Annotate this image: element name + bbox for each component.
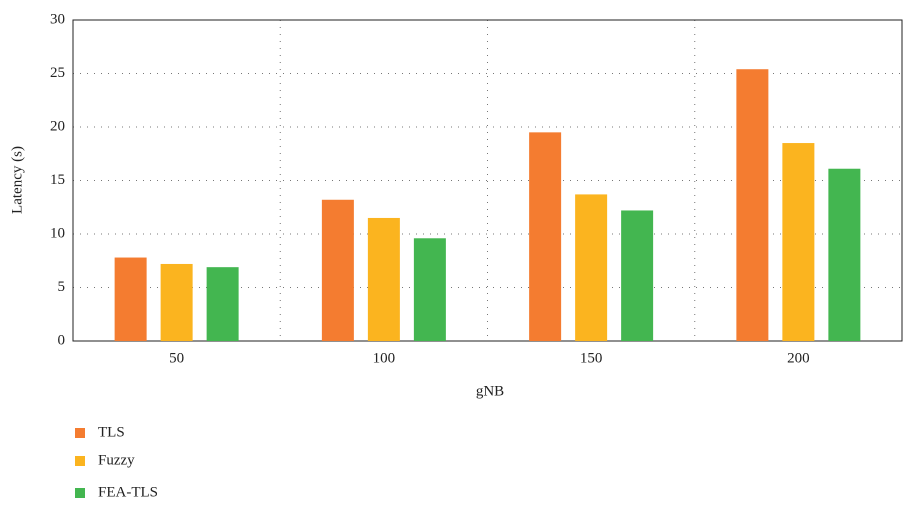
x-tick-label: 150 [580, 350, 603, 366]
bar [160, 263, 193, 341]
bar [621, 210, 654, 341]
y-tick-label: 30 [50, 11, 65, 27]
y-tick-label: 15 [50, 172, 65, 188]
bar [736, 69, 769, 341]
x-axis-label: gNB [476, 383, 504, 399]
x-tick-label: 200 [787, 350, 810, 366]
x-tick-label: 50 [169, 350, 184, 366]
plot-frame [72, 19, 903, 342]
bar [782, 143, 815, 341]
y-tick-label: 10 [50, 225, 65, 241]
legend-swatch [75, 488, 85, 498]
legend-label: Fuzzy [98, 452, 135, 468]
bar [367, 217, 400, 341]
x-tick-label: 100 [373, 350, 396, 366]
y-tick-label: 20 [50, 118, 65, 134]
legend-swatch [75, 456, 85, 466]
legend-label: FEA-TLS [98, 484, 158, 500]
legend-swatch [75, 428, 85, 438]
bar [529, 132, 562, 341]
bar [575, 194, 608, 341]
bar [413, 238, 446, 341]
bar [321, 199, 354, 341]
y-tick-label: 25 [50, 65, 65, 81]
y-tick-label: 0 [58, 332, 66, 348]
y-tick-label: 5 [58, 279, 66, 295]
bar [828, 168, 861, 341]
y-axis-label: Latency (s) [9, 146, 25, 214]
bar [206, 267, 239, 341]
legend-label: TLS [98, 424, 125, 440]
bar [114, 257, 147, 341]
